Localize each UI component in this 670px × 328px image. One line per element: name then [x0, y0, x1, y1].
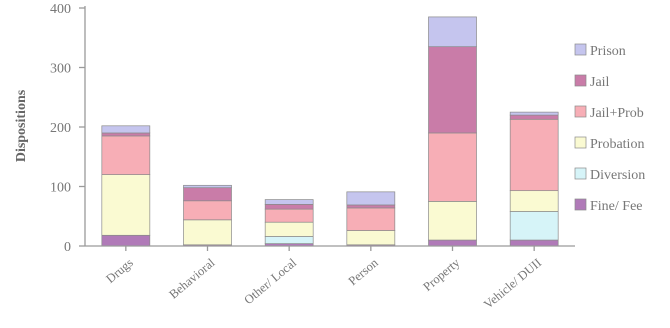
bar-segment [346, 207, 396, 231]
legend-swatch [574, 74, 587, 87]
x-category-label: Behavioral [166, 255, 217, 301]
legend-label: Jail+Prob [590, 106, 644, 121]
bar-segment [509, 118, 559, 192]
y-axis-title: Dispositions [14, 89, 29, 162]
bar-segment [264, 236, 314, 244]
bar-segment [509, 111, 559, 116]
bar-segment [264, 199, 314, 205]
y-tick-label: 400 [50, 2, 71, 17]
x-category-label: Vehicle/ DUII [481, 256, 544, 312]
y-axis: 0 100 200 300 400 [50, 2, 86, 255]
bar-segment [101, 234, 151, 247]
legend: Prison Jail Jail+Prob Probation Diversion Fin… [574, 43, 645, 214]
legend-label: Diversion [590, 168, 645, 183]
bar-segment [101, 132, 151, 137]
legend-label: Jail [590, 75, 610, 90]
bar-segment [428, 16, 477, 48]
bar-segment [264, 204, 314, 210]
bar-segment [183, 187, 232, 202]
bar-segment [264, 221, 314, 237]
legend-label: Fine/ Fee [590, 199, 643, 214]
bar-segment [428, 132, 477, 202]
y-tick-label: 300 [50, 62, 71, 77]
bar-segment [509, 114, 559, 120]
x-category-label: Property [420, 255, 463, 294]
y-tick-label: 200 [50, 121, 71, 136]
legend-label: Prison [590, 44, 626, 59]
bar-segment [428, 201, 477, 241]
legend-swatch [574, 43, 587, 56]
x-category-label: Drugs [103, 255, 136, 285]
legend-label: Probation [590, 137, 644, 152]
bar-segment [346, 204, 396, 209]
legend-swatch [574, 198, 587, 211]
bar-segment [346, 230, 396, 246]
legend-swatch [574, 167, 587, 180]
legend-swatch [574, 105, 587, 118]
x-category-label: Other/ Local [241, 255, 299, 307]
legend-swatch [574, 136, 587, 149]
bar-segment [509, 190, 559, 212]
bar-segment [183, 219, 232, 246]
bar-segment [101, 125, 151, 134]
bar-segment [101, 174, 151, 236]
x-axis: Drugs Behavioral Other/ Local Person Propert… [85, 245, 575, 312]
bar-segment [183, 184, 232, 189]
y-tick-label: 0 [64, 240, 71, 255]
y-tick-label: 100 [50, 181, 71, 196]
bar-segment [509, 211, 559, 241]
bar-segment [101, 135, 151, 175]
bar-segment [264, 208, 314, 223]
bars-group [101, 16, 559, 247]
bar-segment [428, 239, 477, 247]
bar-segment [509, 239, 559, 247]
x-category-label: Person [346, 255, 382, 288]
bar-segment [346, 191, 396, 206]
bar-segment [183, 200, 232, 221]
bar-segment [428, 46, 477, 134]
